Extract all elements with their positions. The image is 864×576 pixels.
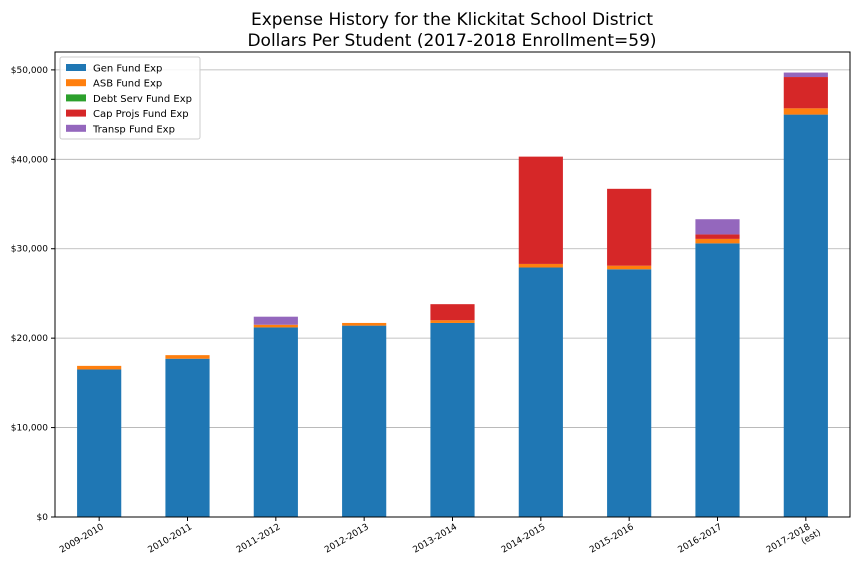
y-tick-label: $20,000 (11, 334, 48, 344)
chart-title-line-1: Expense History for the Klickitat School… (251, 10, 653, 30)
bars (77, 72, 828, 517)
bar-segment (607, 269, 652, 517)
legend-label: Transp Fund Exp (92, 124, 175, 135)
legend-label: Gen Fund Exp (93, 64, 162, 75)
bar-segment (342, 325, 387, 517)
bar-segment (607, 188, 652, 266)
bar-segment (518, 263, 563, 268)
x-tick-label: 2016-2017 (676, 522, 723, 555)
x-tick-label: 2012-2013 (323, 522, 370, 555)
x-tick-label: 2014-2015 (500, 522, 547, 555)
y-tick-label: $30,000 (11, 245, 48, 255)
bar-segment (165, 358, 210, 517)
y-tick-label: $10,000 (11, 424, 48, 434)
bar-segment (253, 327, 298, 517)
bar-segment (695, 238, 740, 244)
bar-segment (607, 265, 652, 270)
bar-segment (695, 243, 740, 517)
bar-segment (430, 320, 475, 323)
bar-segment (518, 156, 563, 264)
y-tick-label: $50,000 (11, 66, 48, 76)
bar-segment (783, 72, 828, 78)
bar-segment (430, 322, 475, 517)
bar-segment (342, 322, 387, 326)
x-tick-label: 2011-2012 (235, 522, 282, 555)
bar-segment (783, 114, 828, 517)
legend-swatch (66, 109, 86, 117)
legend-label: Debt Serv Fund Exp (93, 94, 192, 105)
y-tick-label: $40,000 (11, 155, 48, 165)
y-tick-label: $0 (37, 513, 49, 523)
x-tick-label: 2010-2011 (146, 522, 193, 555)
bar-segment (253, 316, 298, 325)
legend-box (59, 56, 201, 140)
bar-segment (430, 304, 475, 321)
bar-segment (783, 77, 828, 109)
bar-segment (77, 369, 122, 517)
bar-segment (695, 219, 740, 235)
bar-segment (165, 355, 210, 359)
bar-segment (77, 365, 122, 370)
x-tick-label: 2015-2016 (588, 522, 636, 555)
x-tick-label: 2009-2010 (58, 522, 106, 555)
legend: Gen Fund Exp ASB Fund Exp Debt Serv Fund E… (59, 56, 201, 140)
legend-label: ASB Fund Exp (93, 79, 162, 90)
bar-segment (518, 267, 563, 517)
x-tick-label: 2013-2014 (411, 522, 459, 555)
legend-swatch (66, 64, 86, 71)
legend-swatch (66, 79, 86, 87)
legend-swatch (66, 94, 86, 102)
bar-segment (253, 324, 298, 328)
legend-label: Cap Projs Fund Exp (93, 109, 189, 120)
bar-segment (783, 108, 828, 115)
bar-segment (695, 234, 740, 239)
legend-swatch (66, 124, 86, 132)
chart-title-line-2: Dollars Per Student (2017-2018 Enrollmen… (247, 31, 656, 51)
